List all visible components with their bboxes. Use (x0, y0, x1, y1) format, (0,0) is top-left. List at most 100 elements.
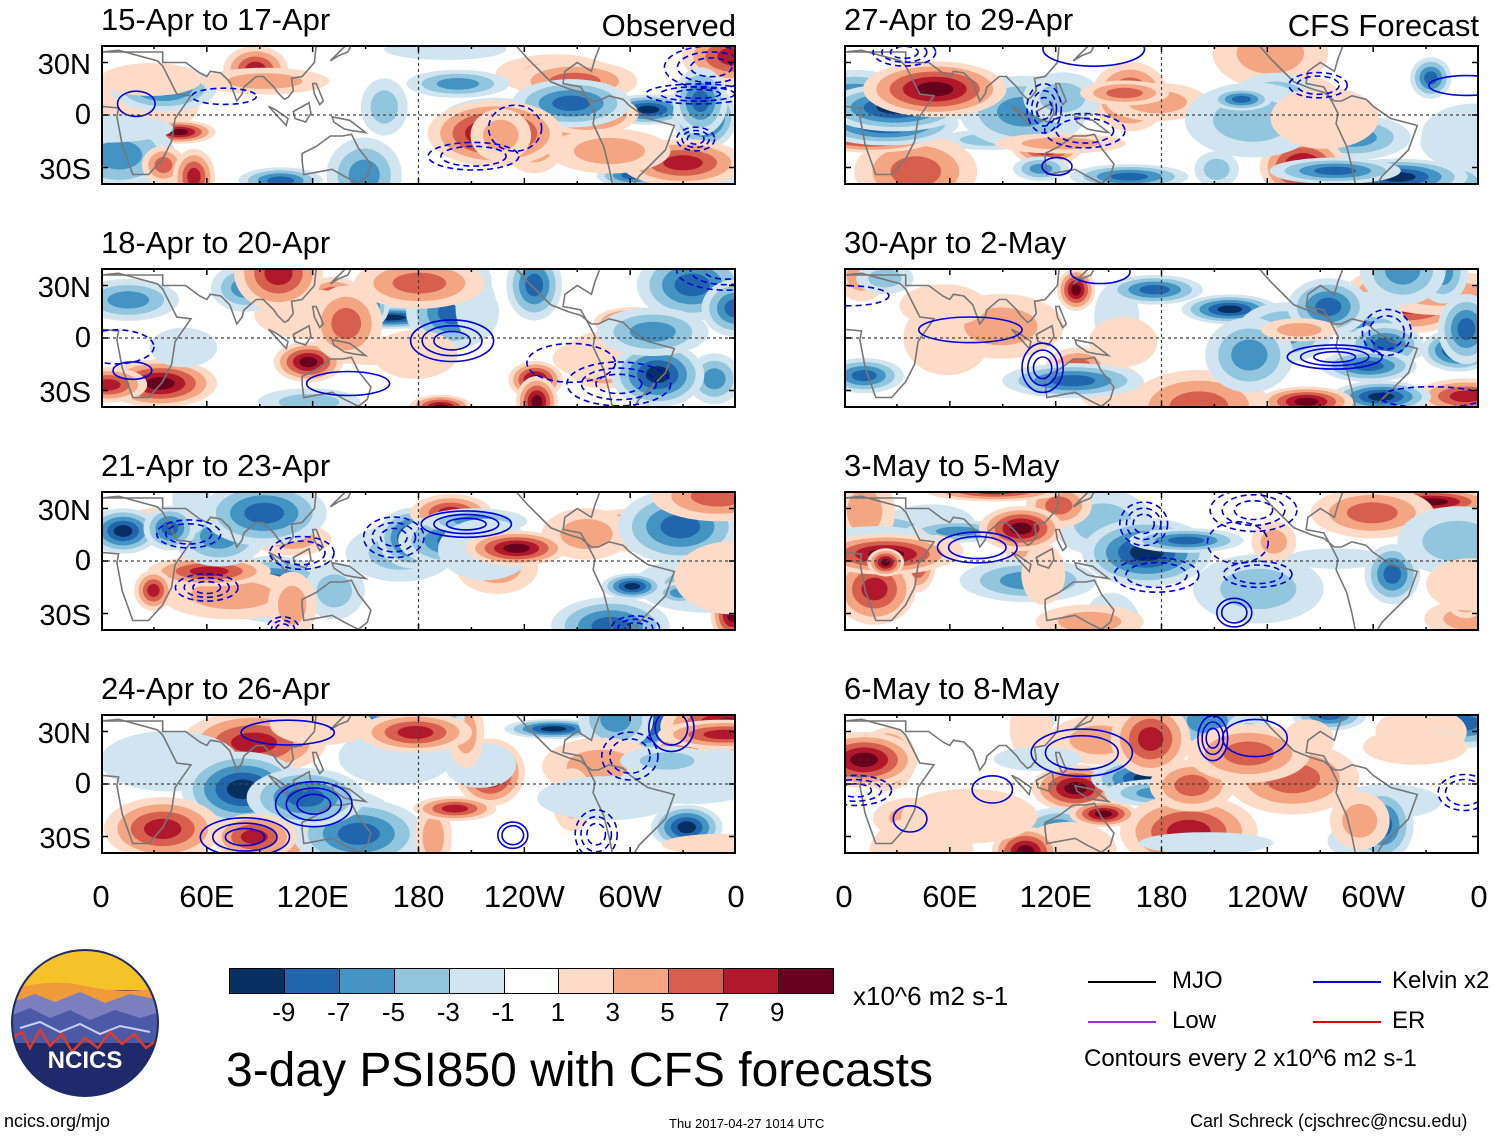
anomaly-shading (1277, 323, 1322, 337)
anomaly-shading (935, 526, 980, 536)
colorbar-level-label: 9 (769, 997, 785, 1027)
kelvin-contour (211, 822, 278, 852)
anomaly-shading (1029, 163, 1053, 174)
panel-title: 24-Apr to 26-Apr (101, 671, 331, 706)
coastline (514, 268, 676, 408)
anomaly-shading (441, 804, 469, 813)
colorbar-swatch (284, 969, 340, 993)
anomaly-shading (244, 502, 285, 524)
anomaly-shading (600, 714, 632, 732)
kelvin-contour (1044, 734, 1119, 771)
kelvin-contour (1444, 778, 1479, 807)
anomaly-shading (169, 128, 189, 136)
kelvin-contour (689, 268, 736, 286)
coastline (844, 714, 1061, 772)
anomaly-shading (154, 157, 173, 173)
anomaly-shading (337, 822, 380, 845)
kelvin-contour (1055, 117, 1115, 144)
kelvin-contour (881, 45, 928, 63)
kelvin-contour (1428, 74, 1479, 97)
anomaly-shading (1106, 87, 1143, 99)
kelvin-contour (917, 316, 1023, 344)
anomaly-shading (1223, 741, 1274, 766)
units-label: x10^6 m2 s-1 (853, 981, 1009, 1011)
coastline (330, 561, 369, 580)
panel-title: 6-May to 8-May (844, 671, 1060, 706)
anomaly-shading (264, 268, 293, 286)
kelvin-contour (445, 517, 487, 531)
coastline (101, 714, 318, 772)
anomaly-shading (1016, 845, 1035, 854)
footer-url[interactable]: ncics.org/mjo (4, 1111, 111, 1131)
legend-low-label: Low (1172, 1007, 1217, 1034)
coastline (101, 268, 318, 326)
anomaly-shading (1422, 520, 1479, 562)
anomaly-shading (348, 159, 380, 185)
lon-tick-label: 120W (483, 879, 565, 914)
colorbar-swatch (339, 969, 395, 993)
coastline (1035, 101, 1055, 123)
coastline (1073, 338, 1112, 357)
panel-source-tag: CFS Forecast (1287, 8, 1479, 43)
coastline (101, 491, 318, 549)
anomaly-shading (101, 114, 174, 143)
panel-source-tag: Observed (601, 8, 736, 43)
colorbar-swatch (559, 969, 615, 993)
kelvin-contour (586, 822, 607, 846)
anomaly-shading (846, 491, 883, 534)
coastline (101, 272, 193, 399)
kelvin-contour (191, 87, 258, 106)
coastline (514, 714, 676, 854)
coastline (1072, 491, 1096, 508)
anomaly-shading (149, 327, 218, 368)
anomaly-shading (629, 321, 676, 342)
anomaly-shading (1217, 305, 1243, 314)
anomaly-shading (397, 726, 434, 739)
psi850-map-panel (844, 268, 1479, 408)
anomaly-shading (899, 284, 987, 327)
legend-kelvin-label: Kelvin x2 (1392, 967, 1490, 994)
kelvin-contour (1437, 773, 1479, 812)
anomaly-shading (101, 63, 202, 96)
anomaly-shading (660, 514, 701, 539)
kelvin-contour (703, 268, 736, 280)
coastline (330, 115, 369, 134)
anomaly-shading (525, 273, 544, 297)
anomaly-shading (890, 156, 942, 185)
colorbar-swatch (394, 969, 450, 993)
kelvin-contour (1215, 597, 1253, 628)
psi850-map-panel (101, 45, 736, 185)
psi850-map-panel (844, 491, 1479, 631)
colorbar-swatch (230, 969, 285, 993)
coastline (844, 718, 936, 845)
anomaly-shading (560, 519, 613, 549)
kelvin-contour (433, 513, 500, 535)
coastline (514, 45, 676, 185)
anomaly-shading (1231, 95, 1252, 103)
colorbar-level-label: -5 (381, 997, 406, 1027)
kelvin-contour (892, 805, 928, 833)
coastline (292, 324, 312, 346)
coastline (311, 751, 325, 775)
coastline (844, 268, 1061, 326)
anomaly-shading (331, 307, 362, 340)
anomaly-shading (392, 272, 447, 294)
lon-tick-label: 120W (1226, 879, 1308, 914)
colorbar-level-label: 7 (715, 997, 730, 1027)
lon-tick-label: 180 (1135, 879, 1188, 914)
lat-tick-label: 0 (74, 768, 91, 800)
lon-tick-label: 0 (727, 879, 745, 914)
coastline (329, 268, 353, 285)
kelvin-contour (624, 621, 647, 631)
coastline (1257, 714, 1419, 854)
psi850-map-panel (844, 714, 1479, 854)
lon-tick-label: 0 (92, 879, 110, 914)
psi850-map-panel (101, 491, 736, 631)
anomaly-shading (850, 752, 878, 767)
coastline (1035, 547, 1055, 569)
anomaly-shading (880, 558, 891, 567)
anomaly-shading (1457, 317, 1476, 341)
colorbar-swatch (779, 969, 833, 993)
psi850-map-panel (101, 714, 736, 854)
coastline (1054, 305, 1068, 329)
